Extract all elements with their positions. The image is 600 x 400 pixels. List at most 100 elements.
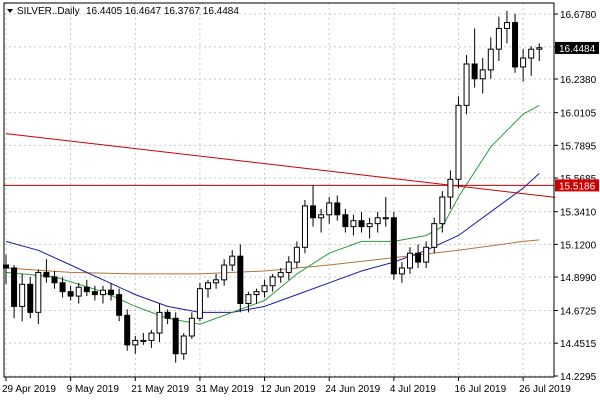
candle-body-bull (439, 196, 446, 225)
candle (285, 256, 292, 280)
ohlc-label: 16.4405 16.4647 16.3767 16.4484 (86, 6, 239, 17)
candle (350, 214, 357, 236)
candle (188, 312, 195, 339)
candle-body-bull (479, 69, 486, 80)
candle (334, 195, 341, 221)
candle-body-bull (407, 252, 413, 269)
candle (11, 265, 18, 319)
candle (19, 273, 26, 322)
candle-body-bull (277, 271, 284, 278)
x-tick-label: 31 May 2019 (196, 384, 254, 395)
candle-body-bull (487, 48, 494, 71)
candle (358, 211, 365, 233)
candle (326, 197, 333, 224)
candle (318, 208, 325, 233)
candle (229, 250, 236, 271)
candle (503, 10, 510, 44)
candle-body-bear (164, 311, 171, 319)
y-tick-label: 16.0105 (560, 109, 597, 120)
candle (512, 13, 519, 73)
candle-body-bull (366, 223, 373, 228)
x-tick-label: 9 May 2019 (67, 384, 120, 395)
candle (310, 185, 317, 227)
candle-body-bear (390, 217, 397, 275)
candle (293, 241, 300, 268)
candle (455, 96, 462, 189)
candle-body-bull (229, 255, 236, 266)
x-tick-label: 16 Jul 2019 (454, 384, 506, 395)
candle (261, 279, 268, 298)
candle (245, 291, 252, 313)
y-tick-label: 14.4515 (560, 339, 597, 350)
candle-body-bear (59, 282, 66, 293)
candle (439, 191, 446, 233)
candle (51, 270, 58, 289)
candle (407, 247, 413, 274)
candle-body-bull (140, 339, 147, 342)
y-tick-label: 15.1200 (560, 240, 597, 251)
candle (390, 211, 397, 280)
candle-body-bear (91, 291, 98, 296)
candle-body-bear (237, 255, 244, 304)
candle-body-bull (318, 214, 325, 219)
candle (463, 55, 470, 115)
chevron-down-icon[interactable] (7, 9, 13, 13)
candle (156, 303, 163, 342)
level-line-layer (4, 133, 556, 198)
candle-body-bull (261, 285, 268, 293)
candle-body-bull (382, 217, 389, 220)
y-tick-label: 15.3410 (560, 208, 597, 219)
candle-body-bear (27, 283, 34, 313)
candle (124, 309, 131, 351)
candle (172, 312, 179, 363)
candle-body-bull (431, 223, 438, 248)
candle-body-bear (124, 314, 131, 346)
candle (301, 199, 308, 254)
candle (520, 49, 527, 82)
x-tick-label: 12 Jun 2019 (261, 384, 316, 395)
candle-body-bear (11, 267, 18, 307)
y-tick-label: 16.2380 (560, 75, 597, 86)
candle (447, 170, 454, 209)
candle (140, 333, 147, 345)
candle-body-bull (326, 202, 333, 216)
candle-body-bear (310, 205, 317, 219)
candle-body-bull (423, 246, 430, 263)
candle (108, 282, 115, 301)
candle-body-bull (188, 317, 195, 337)
candle-body-bull (350, 220, 357, 228)
candle-body-bull (293, 246, 300, 263)
candle-body-bull (463, 63, 470, 106)
candle (415, 244, 422, 268)
candle-layer (3, 10, 543, 363)
chart-title: SILVER..Daily 16.4405 16.4647 16.3767 16… (7, 6, 239, 17)
candle-body-bull (196, 288, 203, 319)
candle (366, 217, 373, 239)
price-tag-label: 15.5186 (559, 181, 596, 192)
candle-body-bear (512, 22, 519, 68)
candle (382, 197, 389, 227)
candle (536, 43, 543, 62)
candle-body-bull (374, 217, 381, 225)
y-tick-label: 14.8990 (560, 273, 597, 284)
candle (43, 259, 50, 283)
candle (180, 333, 187, 360)
symbol-label: SILVER..Daily (17, 6, 80, 17)
plot-frame (3, 2, 555, 378)
price-tag-box (555, 179, 599, 192)
candle-body-bull (285, 261, 292, 273)
price-tag-box (555, 41, 599, 54)
candle-body-bear (358, 220, 365, 228)
candle-body-bull (221, 264, 228, 281)
candle-body-bear (415, 252, 422, 263)
candle (221, 259, 228, 286)
candle-body-bull (132, 339, 139, 346)
candle-body-bear (67, 291, 74, 297)
trend-line (5, 133, 556, 198)
candle (431, 217, 438, 254)
candle (237, 244, 244, 313)
candle (487, 37, 494, 79)
candle (495, 16, 502, 62)
candle (132, 336, 139, 354)
